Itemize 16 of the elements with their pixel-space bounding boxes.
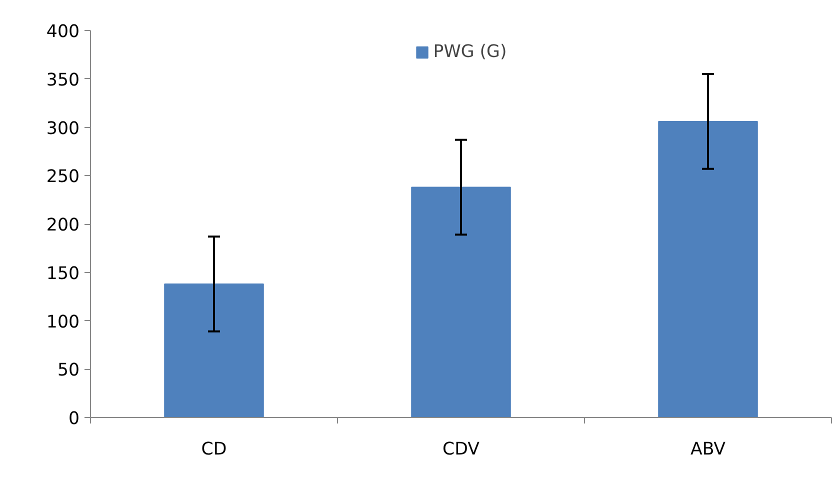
x-tick-label: CD	[201, 440, 227, 460]
legend-label: PWG (G)	[433, 42, 507, 62]
y-tick-label: 200	[46, 216, 80, 236]
y-tick-label: 100	[46, 312, 80, 332]
bar	[658, 120, 758, 418]
x-tick-label: CDV	[442, 440, 480, 460]
y-tick-label: 300	[46, 118, 80, 139]
y-tick-label: 50	[57, 360, 80, 381]
y-tick-label: 0	[68, 409, 80, 429]
y-tick-label: 400	[46, 22, 80, 42]
bar	[411, 186, 511, 418]
x-tick-label: ABV	[690, 440, 726, 460]
bar	[164, 283, 264, 418]
y-tick-label: 350	[46, 70, 80, 90]
y-tick-label: 250	[46, 167, 80, 188]
y-tick-label: 150	[46, 264, 80, 284]
